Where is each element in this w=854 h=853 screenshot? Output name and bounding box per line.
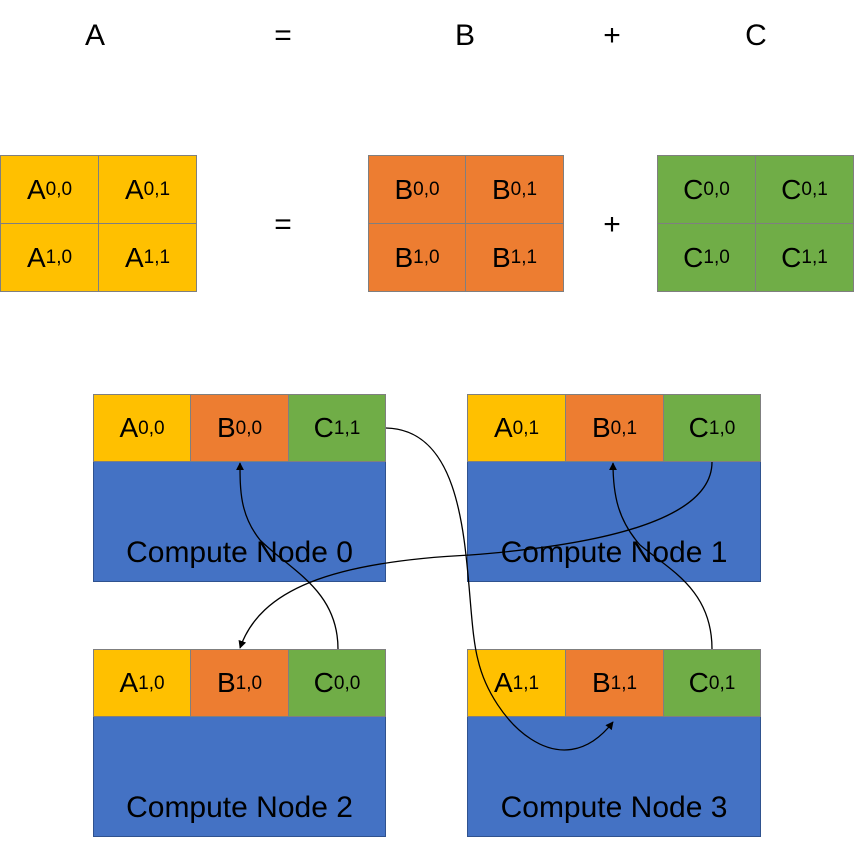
node-block: C 1,0	[663, 394, 761, 462]
header-matrix-c: C	[745, 19, 767, 52]
node-block: C 0,1	[663, 649, 761, 717]
block-plus-sign: +	[603, 208, 621, 241]
header-plus-sign: +	[603, 19, 621, 52]
header-equals-sign: =	[274, 19, 292, 52]
block-equals-sign: =	[274, 208, 292, 241]
matrix-c-cell: C 1,0	[657, 223, 756, 292]
node-block: A 0,0	[93, 394, 191, 462]
node-block: B 0,0	[190, 394, 289, 462]
matrix-b-cell: B 0,0	[368, 155, 466, 224]
matrix-b-cell: B 1,0	[368, 223, 466, 292]
matrix-c-cell: C 0,1	[755, 155, 854, 224]
matrix-a-cell: A 0,1	[98, 155, 197, 224]
header-matrix-a: A	[84, 19, 106, 52]
matrix-c-cell: C 0,0	[657, 155, 756, 224]
node-label: Compute Node 3	[500, 791, 728, 824]
node-label: Compute Node 0	[126, 536, 353, 569]
node-block: B 0,1	[565, 394, 664, 462]
matrix-a-cell: A 1,1	[98, 223, 197, 292]
node-label: Compute Node 2	[126, 791, 353, 824]
node-block: C 1,1	[288, 394, 386, 462]
matrix-a-cell: A 0,0	[0, 155, 99, 224]
matrix-b-cell: B 1,1	[465, 223, 564, 292]
node-block: C 0,0	[288, 649, 386, 717]
node-block: B 1,1	[565, 649, 664, 717]
header-matrix-b: B	[454, 19, 476, 52]
node-label: Compute Node 1	[500, 536, 728, 569]
node-block: A 1,1	[467, 649, 566, 717]
node-block: A 0,1	[467, 394, 566, 462]
node-block: A 1,0	[93, 649, 191, 717]
node-block: B 1,0	[190, 649, 289, 717]
matrix-a-cell: A 1,0	[0, 223, 99, 292]
matrix-c-cell: C 1,1	[755, 223, 854, 292]
matrix-b-cell: B 0,1	[465, 155, 564, 224]
